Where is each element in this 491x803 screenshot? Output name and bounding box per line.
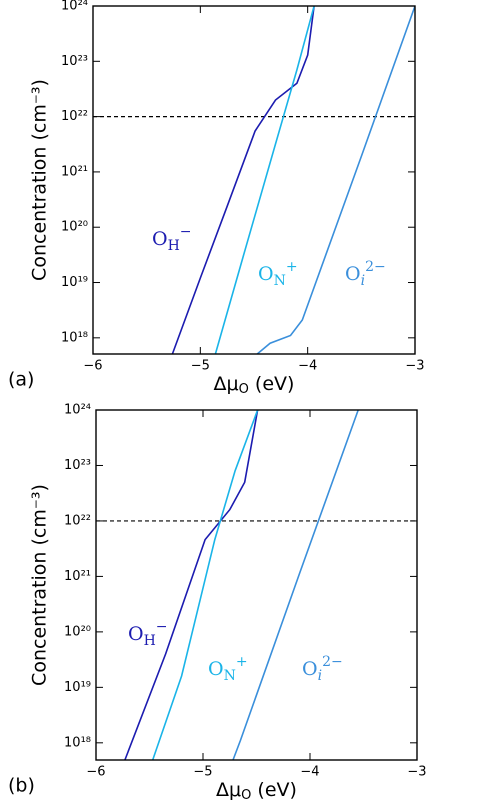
x-label-rest: (eV) [249,373,295,395]
x-label-sub: O [239,382,249,397]
label-sup: 2− [365,259,386,275]
series-line [256,6,415,354]
panel-label: (b) [8,775,35,797]
label-sup: + [236,654,248,670]
label-base: O [258,263,274,285]
series-label: ON+ [208,654,248,684]
y-tick-label: 10²² [61,109,88,124]
series-line [124,410,259,760]
label-base: O [128,623,144,645]
x-label-rest: (eV) [251,779,297,801]
series-label: Oi2− [345,259,386,289]
x-label-main: Δμ [216,779,241,801]
label-base: O [302,658,318,680]
plot-frame [92,5,416,355]
x-label-sub: O [241,788,251,803]
series-line [171,6,315,354]
x-axis-label: ΔμO (eV) [216,779,297,803]
label-sup: 2− [322,654,343,670]
y-tick-label: 10¹⁸ [64,735,91,750]
y-axis-label: Concentration (cm⁻³) [29,484,51,686]
label-sub: N [224,668,236,684]
panel-label: (a) [8,369,34,391]
x-label-main: Δμ [214,373,239,395]
series-line [151,410,259,760]
series-line [214,6,315,354]
label-sub: i [361,273,365,289]
label-sub: H [144,633,156,649]
series-label: Oi2− [302,654,343,684]
series-label: ON+ [258,259,298,289]
series-label: OH− [128,619,168,649]
y-axis-label: Concentration (cm⁻³) [29,79,51,281]
y-tick-label: 10²⁴ [64,403,91,418]
label-sup: − [180,224,192,240]
label-sub: N [274,273,286,289]
y-tick-label: 10²⁴ [61,0,88,14]
y-tick-label: 10¹⁹ [61,275,88,290]
label-base: O [208,658,224,680]
x-tick-label: −4 [300,765,319,780]
y-tick-label: 10²⁰ [64,624,91,639]
y-tick-label: 10²³ [61,54,88,69]
y-tick-label: 10²² [64,513,91,528]
label-sup: + [286,259,298,275]
series-label: OH− [152,224,192,254]
y-tick-label: 10²⁰ [61,220,88,235]
x-tick-label: −6 [86,765,105,780]
y-tick-label: 10¹⁹ [64,680,91,695]
x-axis-label: ΔμO (eV) [214,373,295,397]
x-tick-label: −5 [193,765,212,780]
x-tick-label: −3 [405,359,424,374]
y-tick-label: 10²¹ [64,569,91,584]
x-tick-label: −3 [407,765,426,780]
y-tick-label: 10²¹ [61,164,88,179]
label-sub: H [168,238,180,254]
x-tick-label: −6 [83,359,102,374]
x-tick-label: −4 [298,359,317,374]
label-base: O [152,228,168,250]
x-tick-label: −5 [191,359,210,374]
y-tick-label: 10¹⁸ [61,330,88,345]
series-line [232,410,359,760]
label-sub: i [318,668,322,684]
label-base: O [345,263,361,285]
label-sup: − [156,619,168,635]
plot-frame [95,409,418,761]
y-tick-label: 10²³ [64,458,91,473]
